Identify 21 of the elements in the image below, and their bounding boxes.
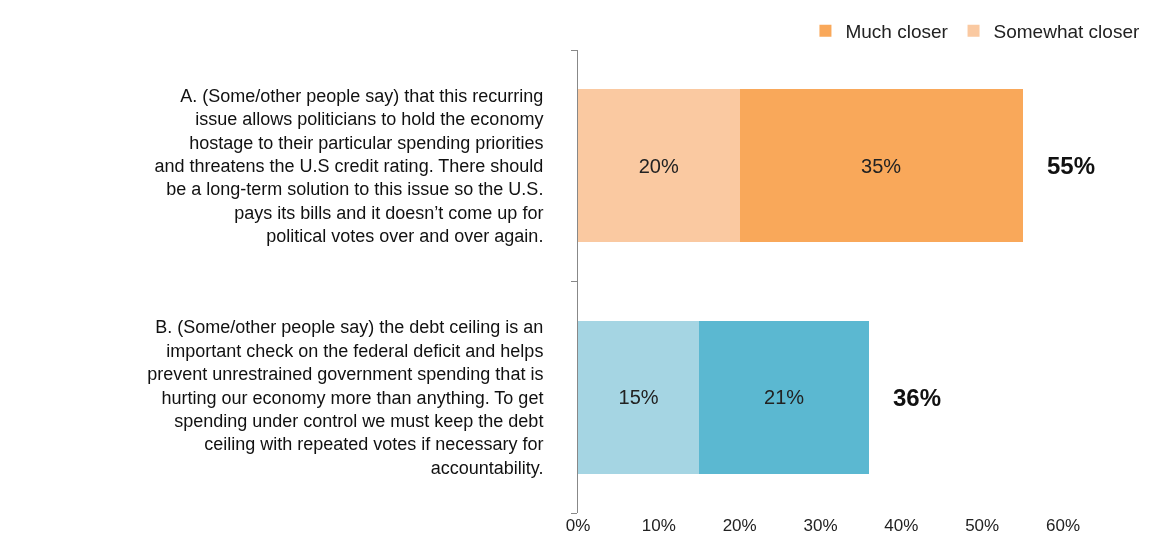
y-tick-label: A. (Some/other people say) that this recurring issue allows politicians to hold the economy hostage to their particular spending priorities and threatens the U.S credit rating. There should be a long-term solution to this issue so the U.S. pays its bills and it doesn’t come up for political votes over and over again. xyxy=(154,85,544,247)
bar xyxy=(699,320,869,474)
x-tick-label: 0% xyxy=(565,516,591,535)
bar xyxy=(578,89,740,243)
x-tick-label: 60% xyxy=(1045,516,1081,535)
x-tick-label: 50% xyxy=(965,516,1000,535)
bar xyxy=(739,89,1023,243)
legend-label: Much closer xyxy=(845,21,949,43)
x-tick-label: 20% xyxy=(722,516,757,535)
bar xyxy=(578,320,700,474)
y-tick-label: B. (Some/other people say) the debt ceiling is an important check on the federal deficit and helps prevent unrestrained government spending that is hurting our economy more than anything. To get spending under control we must keep the debt ceiling with repeated votes if necessary for accountability. xyxy=(147,317,544,478)
data-label: 15% xyxy=(618,386,659,409)
legend-label: Somewhat closer xyxy=(993,21,1140,43)
data-label: 35% xyxy=(861,154,902,177)
x-tick-label: 10% xyxy=(641,516,676,535)
x-tick-label: 40% xyxy=(884,516,919,535)
total-label: 55% xyxy=(1047,152,1096,179)
data-label: 21% xyxy=(764,386,805,409)
data-label: 20% xyxy=(638,154,679,177)
total-label: 36% xyxy=(893,384,942,411)
x-tick-label: 30% xyxy=(803,516,838,535)
